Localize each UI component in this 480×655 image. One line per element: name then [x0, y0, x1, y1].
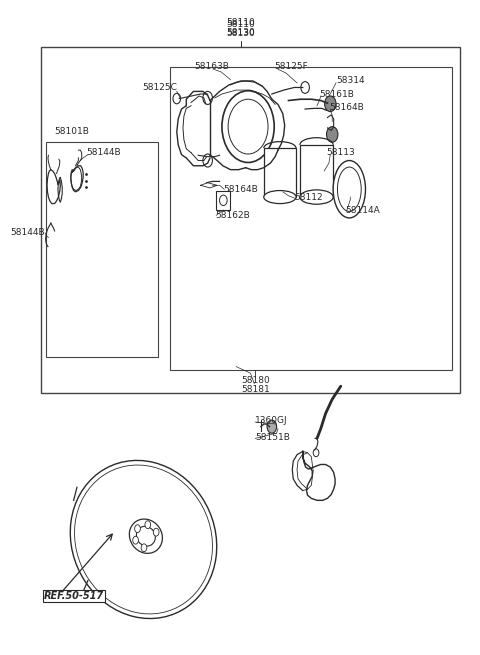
- Ellipse shape: [337, 167, 361, 212]
- Text: 58110: 58110: [227, 20, 255, 29]
- Bar: [300, 145, 333, 197]
- Text: 58114A: 58114A: [346, 206, 380, 215]
- Ellipse shape: [129, 519, 162, 553]
- Text: 58130: 58130: [227, 28, 255, 37]
- Text: 58180: 58180: [241, 377, 270, 386]
- Circle shape: [219, 195, 227, 206]
- Circle shape: [313, 449, 319, 457]
- Ellipse shape: [333, 160, 365, 218]
- Circle shape: [153, 529, 159, 536]
- Text: 58130: 58130: [227, 29, 255, 39]
- Ellipse shape: [264, 191, 296, 204]
- Text: REF.50-517: REF.50-517: [44, 591, 104, 601]
- Text: 58151B: 58151B: [255, 432, 290, 441]
- Text: 58164B: 58164B: [329, 103, 364, 111]
- Text: 58125C: 58125C: [142, 83, 177, 92]
- Text: 58163B: 58163B: [194, 62, 229, 71]
- Text: 58101B: 58101B: [55, 127, 90, 136]
- Ellipse shape: [70, 460, 217, 618]
- Circle shape: [228, 99, 268, 154]
- Ellipse shape: [74, 465, 213, 614]
- Circle shape: [326, 126, 338, 142]
- Text: 58113: 58113: [326, 148, 355, 157]
- Circle shape: [141, 544, 147, 552]
- Circle shape: [324, 96, 336, 111]
- Circle shape: [203, 154, 213, 167]
- Bar: [41, 47, 459, 393]
- Circle shape: [135, 525, 140, 533]
- Text: 58164B: 58164B: [223, 185, 258, 194]
- Circle shape: [173, 94, 180, 103]
- Circle shape: [203, 92, 213, 104]
- Ellipse shape: [300, 190, 333, 204]
- Circle shape: [133, 536, 138, 544]
- Text: 58314: 58314: [336, 77, 365, 85]
- Bar: [216, 191, 230, 210]
- Circle shape: [267, 420, 276, 433]
- Bar: [264, 148, 296, 197]
- Text: 58112: 58112: [294, 193, 323, 202]
- Ellipse shape: [136, 527, 156, 546]
- Text: 58110: 58110: [227, 18, 255, 28]
- Bar: [46, 141, 158, 357]
- Text: 58144B: 58144B: [11, 229, 45, 237]
- Text: 58181: 58181: [241, 385, 270, 394]
- Text: 58125F: 58125F: [274, 62, 308, 71]
- Circle shape: [222, 91, 274, 162]
- Text: 1360GJ: 1360GJ: [255, 416, 288, 424]
- Text: 58161B: 58161B: [319, 90, 354, 98]
- Bar: [169, 67, 453, 370]
- Circle shape: [301, 82, 310, 94]
- Text: 58162B: 58162B: [215, 211, 250, 220]
- Text: 58144B: 58144B: [86, 148, 121, 157]
- Circle shape: [145, 521, 151, 529]
